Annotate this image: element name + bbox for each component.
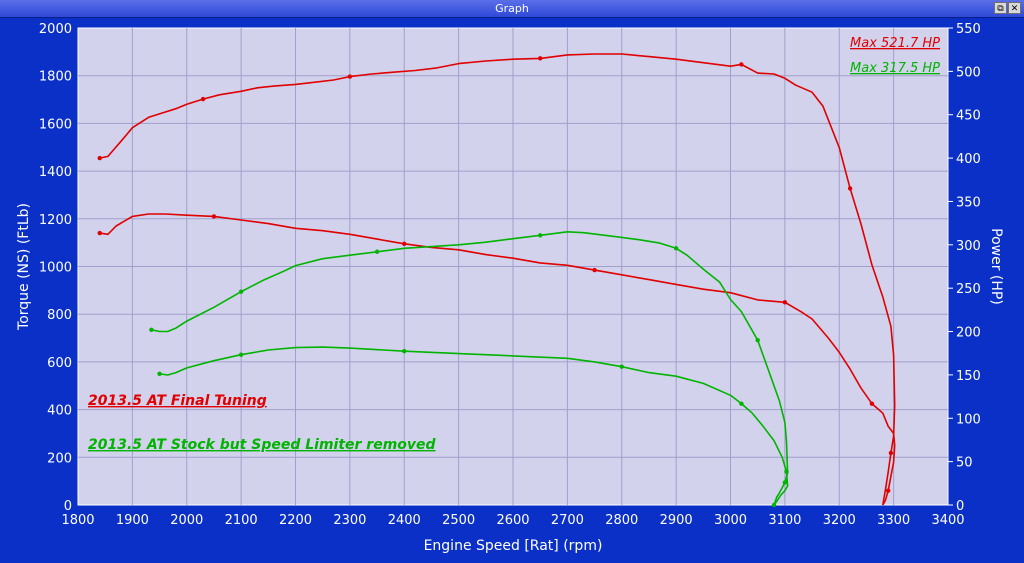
window-title-bar: Graph ⧉ ✕: [0, 0, 1024, 18]
y-right-tick-label: 400: [956, 152, 981, 167]
window-title: Graph: [495, 2, 529, 15]
series-point-stock-torque: [238, 352, 244, 357]
legend-final-tuning: 2013.5 AT Final Tuning: [88, 393, 267, 409]
x-tick-label: 1900: [116, 513, 149, 528]
y-left-tick-label: 2000: [39, 22, 72, 37]
y-left-tick-label: 1200: [39, 213, 72, 228]
tick-labels: 1800 1900 2000 2100 2200 2300 2400 2500 2600 2700…: [39, 22, 981, 528]
series-point-stock-power: [374, 249, 380, 254]
x-tick-label: 2800: [605, 513, 638, 528]
series-point-final_tuning-torque: [402, 241, 407, 247]
x-tick-label: 3000: [714, 513, 747, 528]
y-right-tick-label: 50: [956, 456, 973, 471]
legend-stock: 2013.5 AT Stock but Speed Limiter remove…: [88, 437, 437, 453]
x-tick-label: 2100: [225, 513, 258, 528]
series-point-stock-power: [149, 327, 154, 333]
y-right-tick-label: 550: [956, 22, 981, 37]
x-tick-label: 2500: [442, 513, 475, 528]
x-tick-label: 2200: [279, 513, 312, 528]
restore-button[interactable]: ⧉: [994, 2, 1007, 14]
y-left-tick-label: 1800: [39, 70, 72, 85]
series-point-stock-power: [238, 289, 244, 294]
series-point-final_tuning-power: [888, 450, 894, 456]
y-right-tick-label: 250: [956, 282, 981, 297]
y-axis-left-label: Torque (NS) (FtLb): [16, 203, 32, 331]
y-left-tick-label: 1000: [39, 261, 72, 276]
series-point-stock-torque: [771, 502, 777, 508]
series-point-final_tuning-torque: [885, 488, 891, 493]
series-layer: [97, 53, 896, 508]
series-point-stock-torque: [739, 401, 744, 406]
series-point-final_tuning-torque: [211, 214, 217, 219]
series-point-final_tuning-torque: [869, 401, 875, 406]
y-right-tick-label: 100: [956, 412, 981, 427]
max-power-stock-label: Max 317.5 HP: [850, 61, 940, 76]
grid-lines: [78, 28, 948, 505]
series-point-final_tuning-power: [347, 74, 353, 79]
y-left-tick-label: 1600: [39, 117, 72, 132]
series-point-stock-torque: [784, 469, 789, 474]
series-point-stock-torque: [157, 371, 162, 377]
x-tick-label: 3100: [768, 513, 801, 528]
series-point-stock-power: [782, 480, 788, 485]
series-point-stock-power: [537, 233, 543, 238]
x-axis-label: Engine Speed [Rat] (rpm): [424, 538, 603, 554]
series-point-final_tuning-power: [97, 155, 102, 161]
y-left-tick-label: 200: [47, 451, 72, 466]
x-tick-label: 3200: [823, 513, 856, 528]
series-line-final_tuning-power: [99, 53, 896, 506]
series-line-stock-power: [151, 231, 789, 506]
y-left-tick-label: 0: [64, 499, 72, 514]
series-point-final_tuning-torque: [782, 300, 788, 305]
x-tick-label: 2300: [333, 513, 366, 528]
series-point-final_tuning-power: [847, 186, 853, 191]
y-right-tick-label: 500: [956, 65, 981, 80]
y-right-tick-label: 350: [956, 195, 981, 210]
series-point-final_tuning-power: [739, 62, 744, 67]
series-point-final_tuning-torque: [592, 267, 597, 273]
series-point-stock-power: [755, 338, 760, 343]
y-axis-right-label: Power (HP): [988, 228, 1004, 305]
series-point-stock-torque: [402, 348, 407, 354]
max-power-final-label: Max 521.7 HP: [850, 36, 940, 51]
y-right-tick-label: 0: [956, 499, 964, 514]
series-point-final_tuning-power: [537, 56, 543, 61]
x-tick-label: 2700: [551, 513, 584, 528]
x-tick-label: 1800: [61, 513, 94, 528]
x-tick-label: 2400: [388, 513, 421, 528]
y-right-tick-label: 200: [956, 326, 981, 341]
series-point-final_tuning-power: [200, 96, 206, 102]
close-button[interactable]: ✕: [1008, 2, 1021, 14]
x-tick-label: 2600: [496, 513, 529, 528]
x-tick-label: 2900: [660, 513, 693, 528]
x-tick-label: 3300: [877, 513, 910, 528]
y-right-tick-label: 300: [956, 239, 981, 254]
series-point-final_tuning-torque: [97, 230, 102, 236]
y-right-tick-label: 450: [956, 109, 981, 124]
y-left-tick-label: 400: [47, 404, 72, 419]
y-right-tick-label: 150: [956, 369, 981, 384]
y-left-tick-label: 800: [47, 308, 72, 323]
series-line-final_tuning-torque: [99, 213, 896, 506]
x-tick-label: 3400: [931, 513, 964, 528]
series-point-stock-torque: [619, 364, 624, 369]
y-left-tick-label: 1400: [39, 165, 72, 180]
y-left-tick-label: 600: [47, 356, 72, 371]
series-point-stock-power: [673, 246, 679, 251]
x-tick-label: 2000: [170, 513, 203, 528]
